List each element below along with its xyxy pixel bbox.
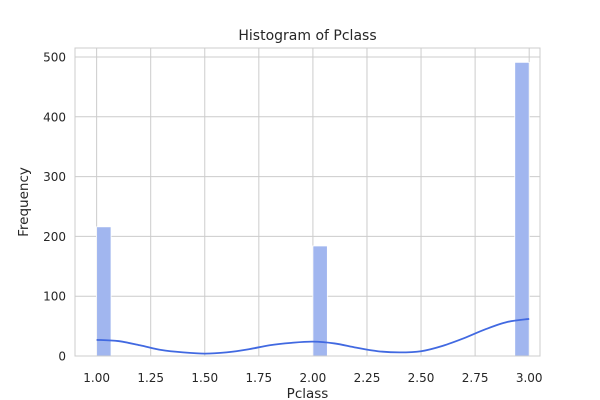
bars <box>96 61 530 357</box>
x-tick-label: 2.25 <box>354 371 381 385</box>
histogram-bar <box>96 226 112 357</box>
x-tick-label: 1.75 <box>245 371 272 385</box>
histogram-bar <box>312 245 328 357</box>
x-tick-label: 1.00 <box>83 371 110 385</box>
x-tick-label: 3.00 <box>516 371 543 385</box>
x-tick-labels: 1.00 1.25 1.50 1.75 2.00 2.25 2.50 2.75 3.00 <box>83 371 542 385</box>
x-tick-label: 2.75 <box>462 371 489 385</box>
x-tick-label: 1.25 <box>137 371 164 385</box>
chart-title: Histogram of Pclass <box>238 28 376 44</box>
y-axis-label: Frequency <box>16 167 32 237</box>
grid-lines <box>75 48 540 357</box>
x-tick-label: 2.00 <box>300 371 327 385</box>
x-tick-label: 2.50 <box>408 371 435 385</box>
y-tick-label: 400 <box>43 110 66 124</box>
y-tick-label: 0 <box>58 350 66 364</box>
plot-frame <box>74 47 541 357</box>
y-tick-label: 100 <box>43 290 66 304</box>
y-tick-labels: 0 100 200 300 400 500 <box>43 50 66 363</box>
x-tick-label: 1.50 <box>191 371 218 385</box>
histogram-bar <box>514 61 530 357</box>
y-tick-label: 200 <box>43 230 66 244</box>
x-axis-label: Pclass <box>287 386 329 400</box>
kde-curve <box>96 318 530 355</box>
y-tick-label: 300 <box>43 170 66 184</box>
y-tick-label: 500 <box>43 50 66 64</box>
plot-background <box>75 48 540 356</box>
